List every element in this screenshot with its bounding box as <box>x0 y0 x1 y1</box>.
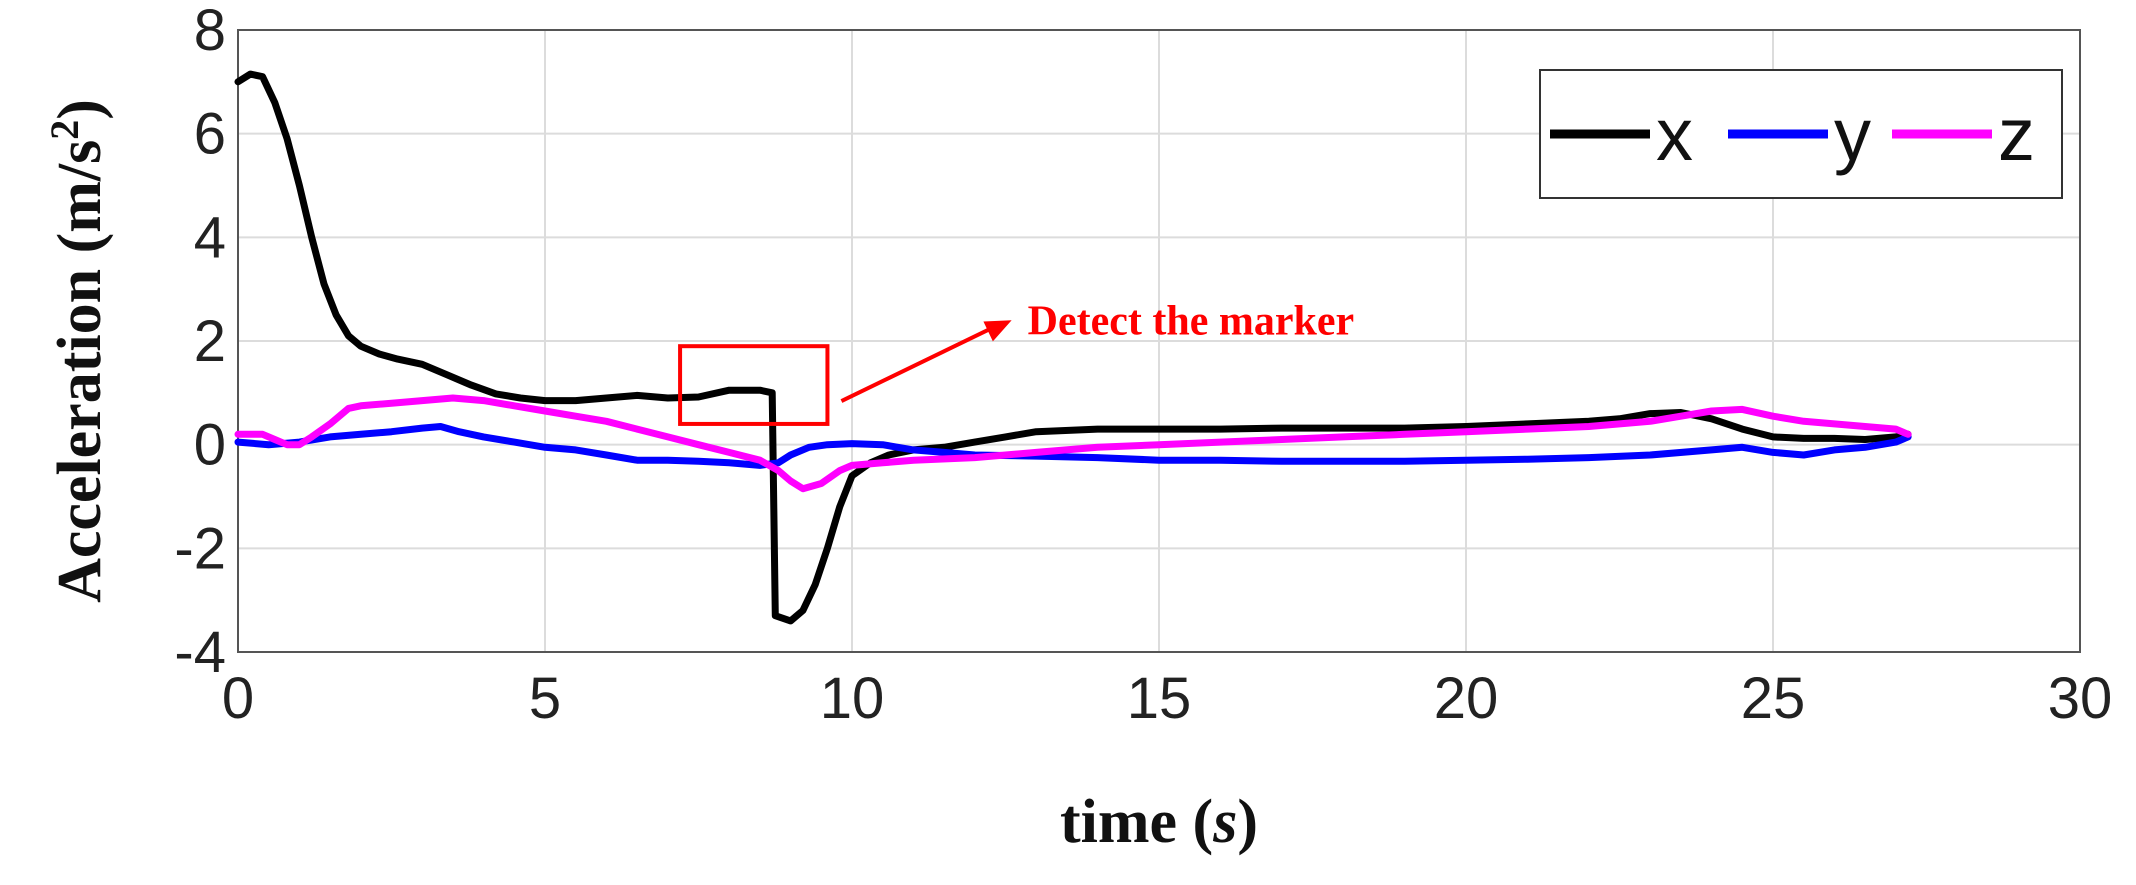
x-axis-unit-close: ) <box>1237 788 1258 856</box>
x-tick-label: 25 <box>1741 666 1806 731</box>
series-line-x <box>234 70 1912 625</box>
x-axis-label: time <box>1060 788 1177 856</box>
x-axis-unit: s <box>1212 788 1237 856</box>
legend-label-x: x <box>1656 93 1693 176</box>
x-tick-label: 30 <box>2048 666 2113 731</box>
legend-label-y: y <box>1834 93 1871 176</box>
x-tick-label: 5 <box>529 666 561 731</box>
y-axis-label-close: ) <box>46 99 114 120</box>
tick-labels: 0 5 10 15 20 25 30 -4 -2 0 2 4 6 8 <box>174 0 2112 731</box>
legend-label-z: z <box>1998 93 2035 176</box>
y-tick-label: 6 <box>194 102 226 167</box>
y-tick-label: 8 <box>194 0 226 63</box>
y-axis-title: Acceleration (m/s2) <box>42 99 114 603</box>
x-axis-unit-open: ( <box>1177 788 1213 856</box>
x-axis-title: time (s) <box>1060 788 1258 856</box>
y-tick-label: 4 <box>194 205 226 270</box>
x-tick-label: 10 <box>820 666 885 731</box>
annotation-label: Detect the marker <box>1028 298 1354 344</box>
data-series <box>234 70 1912 625</box>
y-tick-label: 2 <box>194 309 226 374</box>
annotation-arrowhead <box>983 320 1012 342</box>
y-tick-label: -4 <box>174 620 226 685</box>
legend: x y z <box>1539 69 2063 199</box>
annotation: Detect the marker <box>678 298 1354 426</box>
x-tick-label: 15 <box>1127 666 1192 731</box>
x-tick-label: 20 <box>1434 666 1499 731</box>
annotation-box <box>678 344 830 426</box>
annotation-arrow <box>840 322 1001 403</box>
y-tick-label: -2 <box>174 516 226 581</box>
x-tick-label: 0 <box>222 666 254 731</box>
series-line-y <box>234 423 1912 469</box>
plot-area-frame <box>237 29 2081 653</box>
y-tick-label: 0 <box>194 413 226 478</box>
y-axis-label-superscript: 2 <box>42 120 87 140</box>
series-line-z <box>234 394 1912 493</box>
y-axis-label: Acceleration (m/s <box>46 140 114 603</box>
